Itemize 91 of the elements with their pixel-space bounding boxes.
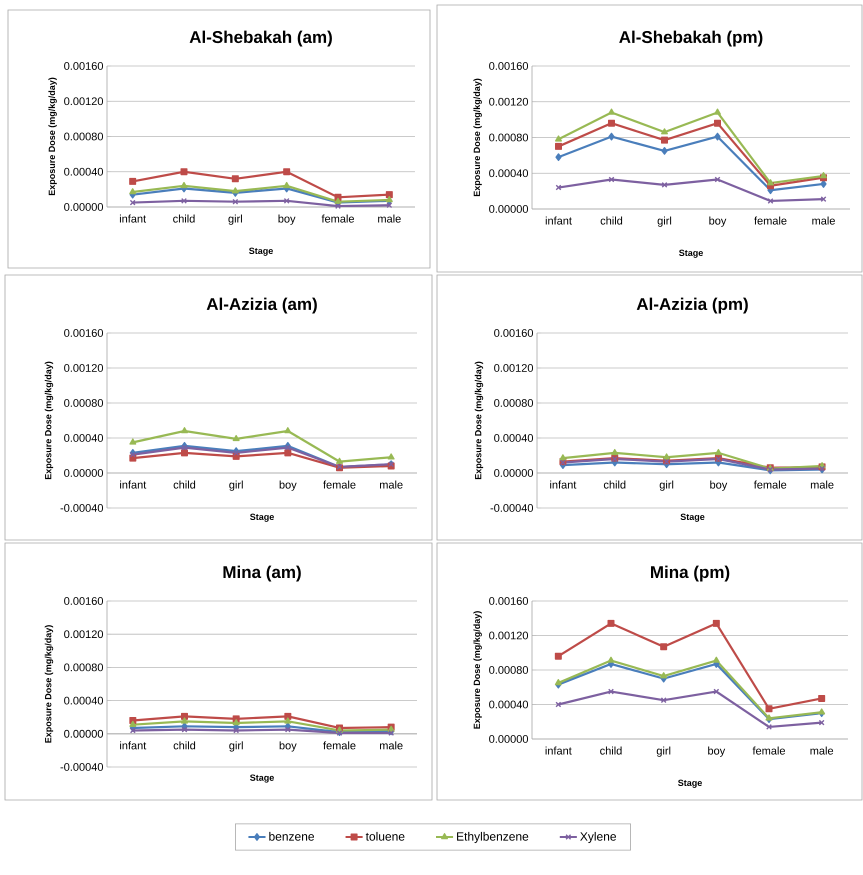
- y-axis-title: Exposure Dose (mg/kg/day): [473, 611, 482, 729]
- y-tick-label: 0.00000: [494, 469, 534, 477]
- y-tick-label: -0.00040: [60, 763, 104, 771]
- y-tick-label: 0.00080: [64, 132, 104, 140]
- y-tick-label: 0.00000: [64, 469, 104, 477]
- x-tick-label: child: [600, 746, 622, 755]
- y-tick-label: 0.00040: [489, 700, 528, 708]
- y-tick-label: 0.00160: [489, 597, 528, 605]
- legend-label: Ethylbenzene: [457, 832, 528, 844]
- y-tick-label: 0.00120: [64, 630, 104, 638]
- x-tick-label: girl: [656, 746, 670, 757]
- x-tick-label: child: [600, 216, 622, 225]
- y-tick-label: 0.00080: [64, 399, 104, 407]
- y-axis-title: Exposure Dose (mg/kg/day): [473, 78, 482, 196]
- y-tick-label: 0.00160: [64, 329, 104, 337]
- y-axis-title: Exposure Dose (mg/kg/day): [48, 78, 57, 196]
- x-tick-label: female: [754, 216, 787, 225]
- y-tick-label: 0.00080: [489, 666, 528, 674]
- x-tick-label: boy: [280, 480, 297, 491]
- x-tick-label: boy: [280, 741, 297, 752]
- chart-title: Mina (am): [223, 566, 301, 582]
- y-tick-label: 0.00120: [494, 364, 534, 372]
- x-tick-label: infant: [120, 741, 146, 750]
- x-tick-label: male: [810, 480, 834, 489]
- x-tick-label: female: [752, 746, 786, 755]
- y-tick-label: 0.00120: [489, 632, 528, 640]
- x-tick-label: male: [812, 216, 835, 225]
- x-tick-label: male: [378, 214, 401, 223]
- legend-label: Xylene: [580, 832, 616, 844]
- x-tick-label: girl: [228, 214, 242, 225]
- x-tick-label: boy: [710, 480, 728, 491]
- x-tick-label: male: [380, 741, 403, 750]
- chart-title: Al-Azizia (pm): [636, 298, 748, 314]
- x-axis-title: Stage: [680, 514, 704, 522]
- y-tick-label: 0.00120: [489, 98, 528, 106]
- y-tick-label: 0.00000: [64, 730, 104, 738]
- y-tick-label: 0.00040: [64, 434, 104, 442]
- y-tick-label: 0.00000: [64, 203, 104, 211]
- y-tick-label: 0.00040: [494, 434, 534, 442]
- x-tick-label: female: [323, 480, 356, 489]
- legend-label: benzene: [269, 832, 314, 841]
- y-tick-label: 0.00080: [64, 664, 104, 672]
- y-tick-label: 0.00000: [489, 735, 528, 743]
- y-tick-label: 0.00120: [64, 97, 104, 106]
- y-tick-label: 0.00000: [489, 205, 528, 213]
- y-tick-label: 0.00080: [494, 399, 534, 407]
- x-tick-label: child: [604, 480, 626, 489]
- y-tick-label: 0.00160: [489, 62, 528, 70]
- chart-title: Al-Azizia (am): [206, 298, 317, 314]
- y-tick-label: -0.00040: [490, 504, 534, 512]
- y-tick-label: 0.00160: [494, 329, 534, 337]
- x-tick-label: infant: [120, 214, 146, 223]
- x-axis-title: Stage: [249, 248, 273, 256]
- x-tick-label: child: [174, 480, 196, 489]
- y-tick-label: 0.00120: [64, 364, 104, 372]
- x-tick-label: boy: [709, 216, 726, 227]
- x-tick-label: girl: [660, 480, 674, 491]
- y-tick-label: 0.00040: [64, 168, 104, 176]
- x-axis-title: Stage: [678, 780, 702, 788]
- x-tick-label: male: [380, 480, 403, 489]
- chart-title: Al-Shebakah (pm): [619, 30, 762, 46]
- y-axis-title: Exposure Dose (mg/kg/day): [44, 362, 54, 480]
- x-tick-label: girl: [229, 741, 243, 752]
- x-tick-label: female: [323, 741, 356, 750]
- x-axis-title: Stage: [250, 514, 274, 522]
- y-tick-label: 0.00040: [64, 696, 104, 704]
- x-tick-label: infant: [546, 216, 572, 225]
- y-axis-title: Exposure Dose (mg/kg/day): [44, 625, 54, 743]
- x-axis-title: Stage: [250, 774, 274, 783]
- y-axis-title: Exposure Dose (mg/kg/day): [474, 362, 484, 480]
- y-tick-label: 0.00160: [64, 62, 104, 70]
- chart-title: Mina (pm): [651, 566, 730, 582]
- x-tick-label: child: [174, 741, 196, 750]
- chart-title: Al-Shebakah (am): [190, 30, 332, 46]
- x-tick-label: infant: [546, 746, 572, 755]
- x-tick-label: female: [322, 214, 354, 223]
- x-tick-label: female: [754, 480, 786, 489]
- y-tick-label: -0.00040: [60, 504, 104, 512]
- x-tick-label: male: [810, 746, 834, 755]
- x-axis-title: Stage: [679, 250, 703, 258]
- x-tick-label: child: [173, 214, 195, 223]
- y-tick-label: 0.00160: [64, 597, 104, 605]
- x-tick-label: boy: [708, 746, 726, 757]
- x-tick-label: girl: [658, 216, 672, 227]
- y-tick-label: 0.00040: [489, 169, 528, 178]
- y-tick-label: 0.00080: [489, 134, 528, 142]
- x-tick-label: boy: [278, 214, 296, 225]
- x-tick-label: infant: [550, 480, 576, 489]
- x-tick-label: girl: [229, 480, 243, 491]
- x-tick-label: infant: [120, 480, 146, 489]
- legend-label: toluene: [366, 832, 404, 841]
